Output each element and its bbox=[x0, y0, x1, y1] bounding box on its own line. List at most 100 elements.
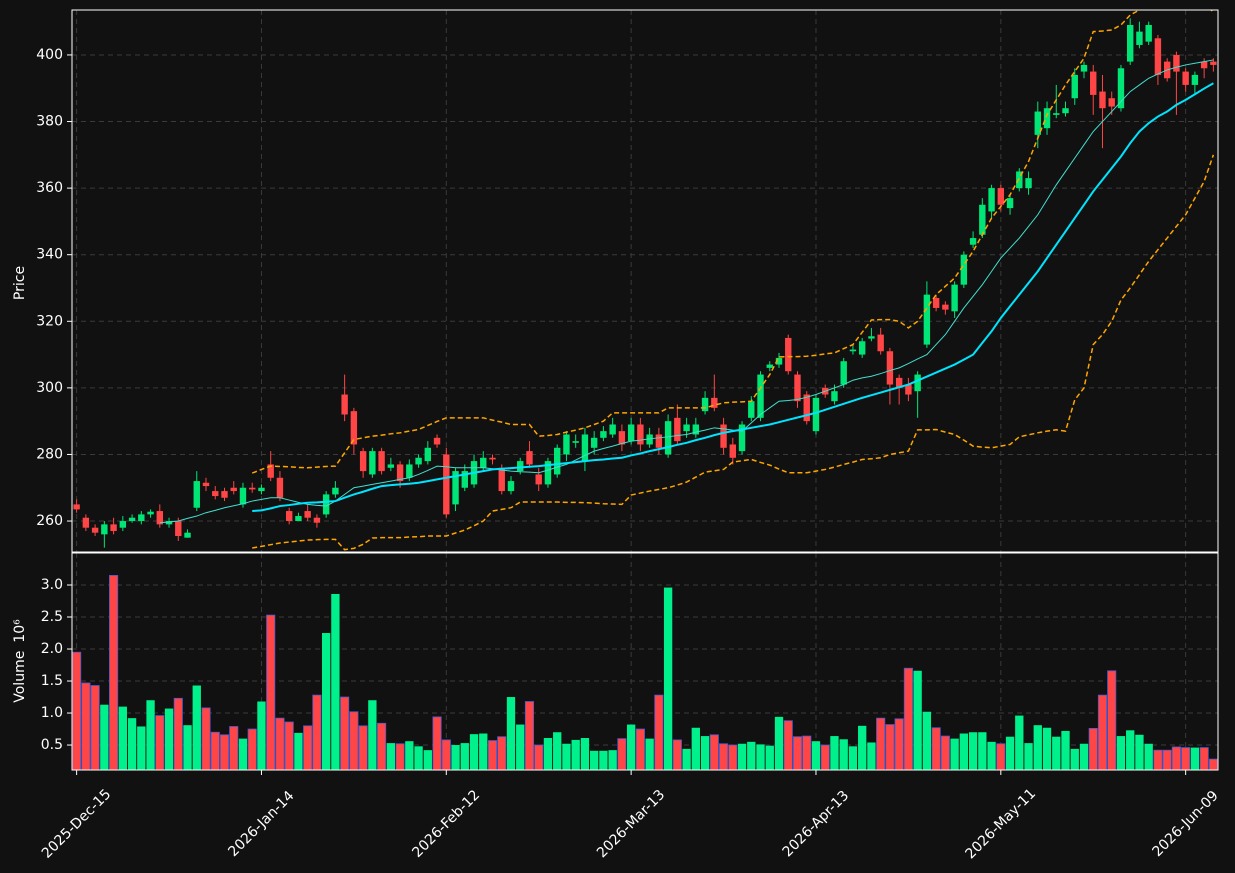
volume-bar bbox=[312, 694, 322, 770]
candle-body bbox=[803, 394, 810, 422]
volume-bar bbox=[368, 700, 377, 770]
candle-body bbox=[655, 434, 663, 448]
volume-bar bbox=[645, 738, 654, 770]
volume-bar bbox=[118, 706, 127, 770]
candle-body bbox=[849, 349, 857, 352]
candle-body bbox=[544, 461, 552, 485]
candle-body bbox=[230, 487, 237, 492]
candle-body bbox=[1136, 31, 1143, 45]
candle-body bbox=[738, 424, 746, 452]
candle-body bbox=[886, 351, 894, 385]
candle-body bbox=[748, 401, 755, 418]
candle-body bbox=[1145, 24, 1152, 42]
candle-body bbox=[1210, 61, 1217, 65]
candle-body bbox=[341, 394, 348, 415]
volume-bar bbox=[72, 651, 82, 770]
candle-body bbox=[101, 524, 108, 535]
candle-body bbox=[443, 454, 450, 515]
volume-bar bbox=[358, 725, 368, 770]
candle-body bbox=[609, 424, 616, 435]
y-axis-label: Price bbox=[12, 266, 28, 300]
candle-body bbox=[1053, 113, 1060, 115]
volume-bar bbox=[219, 734, 230, 770]
volume-bar bbox=[709, 734, 719, 770]
volume-bar bbox=[876, 717, 886, 770]
candle-body bbox=[942, 304, 949, 310]
volume-bar bbox=[562, 743, 571, 770]
candle-body bbox=[858, 341, 866, 355]
candle-body bbox=[156, 511, 163, 525]
volume-bar bbox=[1061, 730, 1070, 770]
volume-frame bbox=[71, 552, 1219, 771]
candle-body bbox=[498, 467, 505, 492]
volume-bar bbox=[192, 685, 201, 770]
y-tick-label: 360 bbox=[36, 180, 63, 196]
candle-body bbox=[794, 374, 801, 402]
candle-body bbox=[415, 457, 422, 465]
candle-body bbox=[979, 204, 986, 235]
candle-body bbox=[369, 451, 376, 475]
volume-bar bbox=[109, 575, 119, 770]
volume-bar bbox=[783, 720, 793, 770]
volume-bar bbox=[451, 745, 460, 770]
candle-body bbox=[1200, 61, 1208, 69]
candle-body bbox=[1182, 71, 1189, 85]
volume-bar bbox=[1181, 747, 1191, 770]
candle-body bbox=[581, 434, 589, 462]
candle-body bbox=[785, 337, 792, 372]
moving-average-line bbox=[252, 82, 1214, 513]
volume-bar bbox=[968, 732, 978, 770]
candle-body bbox=[1117, 68, 1125, 109]
volume-bar bbox=[617, 738, 627, 770]
candle-body bbox=[923, 294, 931, 345]
candle-body bbox=[932, 297, 940, 308]
candle-body bbox=[128, 517, 136, 522]
candle-body bbox=[960, 254, 968, 285]
volume-bar bbox=[922, 711, 932, 770]
volume-bar bbox=[127, 718, 137, 770]
candle-body bbox=[637, 424, 644, 445]
candle-body bbox=[812, 397, 820, 432]
volume-bar bbox=[321, 633, 331, 770]
candle-body bbox=[683, 424, 690, 432]
candle-body bbox=[895, 377, 903, 388]
candle-body bbox=[165, 521, 173, 525]
volume-bar bbox=[1153, 749, 1163, 770]
candle-body bbox=[461, 471, 468, 488]
volume-bar bbox=[201, 707, 211, 770]
y-tick-label: 320 bbox=[36, 313, 63, 329]
volume-bar bbox=[1033, 725, 1042, 770]
volume-bar bbox=[959, 733, 969, 770]
volume-bar bbox=[247, 728, 257, 770]
candle-body bbox=[563, 434, 570, 455]
volume-bar bbox=[516, 724, 525, 770]
candle-body bbox=[387, 464, 395, 468]
volume-bar bbox=[229, 726, 239, 770]
volume-bar bbox=[173, 697, 183, 770]
volume-bar bbox=[210, 731, 220, 770]
candle-body bbox=[997, 188, 1005, 205]
candle-body bbox=[212, 491, 219, 497]
candle-body bbox=[1034, 111, 1041, 135]
candle-body bbox=[507, 481, 515, 492]
candle-body bbox=[535, 474, 542, 485]
volume-bar bbox=[349, 711, 359, 770]
candle-body bbox=[138, 514, 145, 522]
volume-bar bbox=[1015, 715, 1024, 770]
candle-body bbox=[193, 481, 200, 508]
volume-bar bbox=[571, 739, 580, 770]
candle-body bbox=[406, 464, 413, 478]
volume-bar bbox=[423, 750, 432, 770]
candle-body bbox=[489, 457, 496, 460]
volume-bar bbox=[792, 736, 803, 770]
volume-bar bbox=[257, 701, 266, 770]
volume-bar bbox=[987, 741, 996, 770]
volume-bar bbox=[331, 593, 340, 770]
y-axis-label-text: Volume bbox=[12, 651, 28, 703]
volume-bar bbox=[672, 739, 682, 770]
band-line bbox=[251, 10, 1214, 474]
y-tick-label: 0.5 bbox=[41, 737, 63, 753]
candle-body bbox=[1062, 108, 1069, 114]
y-tick-label: 2.0 bbox=[41, 641, 63, 657]
volume-bar bbox=[1199, 747, 1209, 770]
